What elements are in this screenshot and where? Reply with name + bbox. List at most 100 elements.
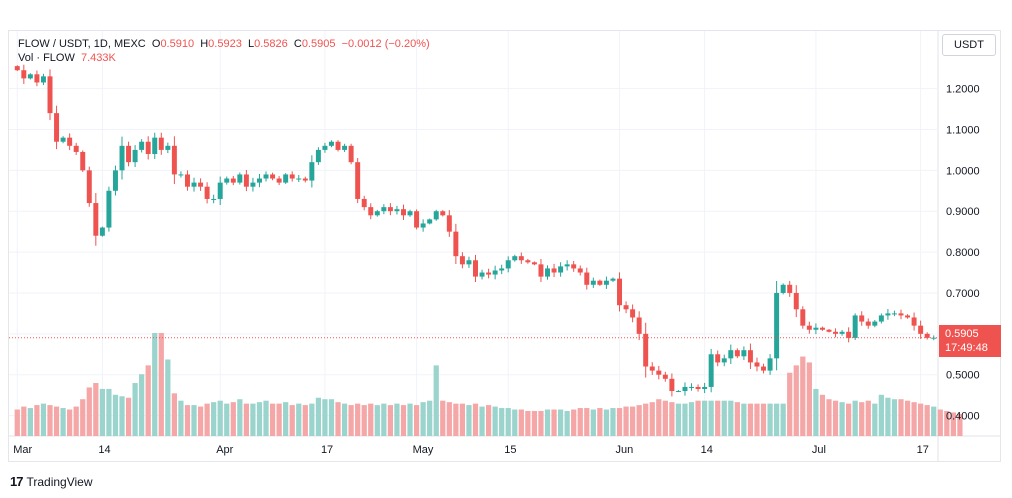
candle-body (211, 198, 217, 200)
volume-bar (440, 400, 446, 436)
volume-bar (590, 409, 596, 436)
volume-bar (505, 408, 511, 436)
candle-body (67, 137, 73, 146)
volume-bar (819, 394, 826, 436)
volume-bar (106, 388, 112, 436)
candle-body (230, 178, 236, 183)
volume-bar (787, 372, 793, 436)
volume-bar (283, 402, 289, 436)
volume-label: Vol · FLOW (18, 52, 75, 64)
candle-body (381, 207, 387, 212)
volume-bar (197, 406, 204, 436)
volume-bar (754, 403, 760, 436)
volume-bar (453, 403, 459, 436)
volume-bar (937, 409, 943, 436)
volume-bar (80, 399, 86, 436)
grid (9, 31, 1000, 461)
candle-body (145, 141, 151, 154)
volume-bar (780, 403, 786, 436)
volume-bar (21, 406, 27, 436)
candle-body (328, 141, 334, 146)
volume-bar (584, 408, 590, 436)
candle-body (27, 74, 33, 79)
volume-bar (839, 402, 845, 436)
candle-body (603, 280, 609, 285)
y-tick-label: 1.1000 (946, 124, 980, 136)
candle-body (54, 113, 60, 142)
volume-bar (610, 408, 616, 436)
volume-bar (623, 406, 629, 436)
candle-body (518, 256, 524, 261)
volume-bar (944, 410, 950, 436)
volume-bar (427, 400, 433, 436)
volume-bar (413, 405, 420, 436)
candle-body (734, 350, 740, 357)
volume-bar (852, 400, 858, 436)
volume-bar (793, 365, 799, 436)
candle-body (256, 178, 262, 183)
candle-body (813, 327, 819, 330)
candle-body (459, 256, 465, 265)
volume-bar (309, 403, 315, 436)
volume-bar (832, 400, 839, 436)
volume-bar (420, 402, 426, 436)
candle-body (715, 354, 721, 363)
volume-bar (577, 408, 583, 436)
volume-bar (629, 406, 636, 436)
candle-body (695, 386, 701, 389)
volume-bar (178, 400, 184, 436)
candle-body (499, 268, 505, 271)
candle-body (387, 207, 393, 212)
volume-bars (14, 333, 963, 436)
volume-bar (904, 400, 911, 436)
candle-body (564, 264, 570, 267)
x-tick-label: Apr (216, 444, 233, 456)
candle-body (767, 358, 773, 371)
candle-body (852, 315, 858, 338)
candle-body (309, 162, 315, 181)
candle-body (898, 313, 904, 316)
volume-bar (649, 402, 655, 436)
volume-bar (211, 402, 217, 436)
volume-bar (479, 406, 485, 436)
candle-body (780, 284, 786, 293)
candle-body (702, 386, 708, 389)
volume-bar (139, 374, 145, 436)
volume-bar (806, 362, 812, 436)
x-tick-label: Mar (13, 444, 32, 456)
candle-body (473, 260, 478, 277)
volume-bar (760, 403, 767, 436)
volume-bar (322, 399, 328, 436)
volume-bar (918, 403, 924, 436)
volume-bar (492, 406, 498, 436)
price-axis[interactable]: 1.20001.10001.00000.90000.80000.70000.60… (946, 84, 980, 423)
candle-body (126, 145, 132, 163)
time-axis[interactable]: Mar 14 Apr 17 May 15 Jun 14 Jul 17 (13, 444, 929, 456)
volume-bar (407, 403, 413, 436)
volume-bar (119, 396, 125, 436)
volume-bar (859, 402, 865, 436)
volume-bar (125, 397, 132, 436)
volume-bar (86, 387, 92, 436)
candle-body (315, 149, 321, 163)
currency-button[interactable]: USDT (942, 34, 996, 56)
candle-body (191, 182, 197, 187)
candle-body (407, 211, 413, 216)
candle-body (198, 182, 204, 187)
volume-bar (885, 397, 891, 436)
candle-body (158, 137, 164, 150)
symbol-label: FLOW / USDT, 1D, MEXC (18, 38, 146, 50)
volume-bar (597, 408, 603, 436)
candle-body (106, 190, 112, 228)
candle-body (525, 260, 531, 263)
candle-body (747, 350, 753, 363)
volume-bar (224, 403, 230, 436)
tradingview-branding[interactable]: 17 TradingView (10, 474, 93, 489)
volume-bar (171, 393, 177, 436)
volume-bar (518, 409, 524, 436)
chart-legend: FLOW / USDT, 1D, MEXC O0.5910 H0.5923 L0… (18, 36, 430, 52)
candle-body (224, 178, 230, 183)
volume-bar (165, 359, 171, 436)
volume-bar (67, 409, 73, 436)
